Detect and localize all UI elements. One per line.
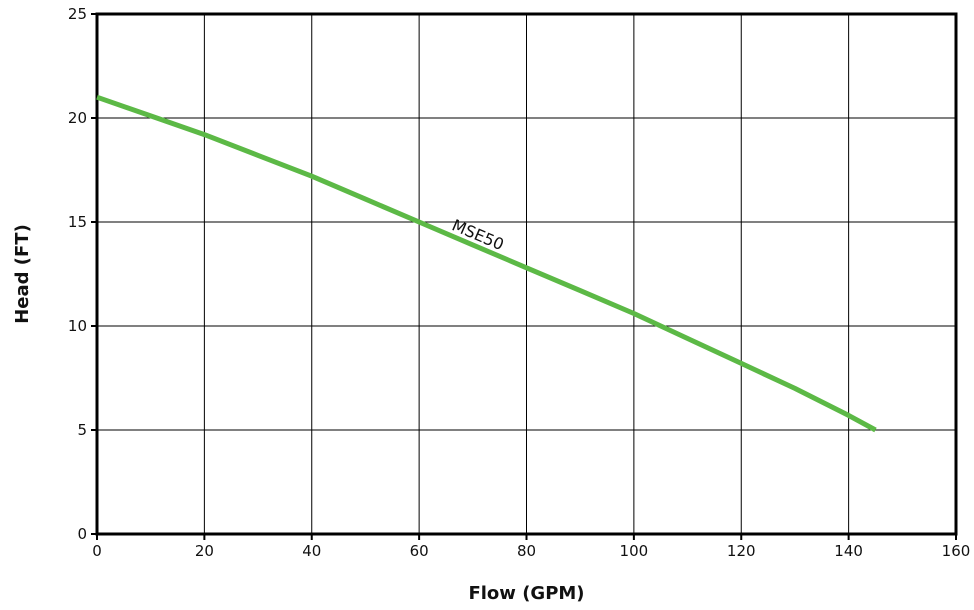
- y-tick-label: 5: [77, 421, 87, 439]
- x-tick-label: 100: [620, 542, 649, 560]
- x-tick-label: 80: [517, 542, 536, 560]
- x-tick-label: 20: [195, 542, 214, 560]
- grid: [97, 14, 956, 534]
- y-tick-label: 25: [68, 5, 87, 23]
- y-axis-label: Head (FT): [12, 224, 33, 324]
- series-line-mse50: [96, 94, 877, 433]
- x-tick-label: 160: [942, 542, 971, 560]
- series-layer: [96, 94, 877, 433]
- x-tick-label: 140: [834, 542, 863, 560]
- x-tick-label: 120: [727, 542, 756, 560]
- y-tick-label: 15: [68, 213, 87, 231]
- x-tick-label: 0: [92, 542, 102, 560]
- x-axis-label: Flow (GPM): [468, 583, 584, 604]
- plot-frame: [95, 12, 958, 536]
- y-tick-label: 20: [68, 109, 87, 127]
- x-tick-label: 60: [410, 542, 429, 560]
- y-tick-label: 10: [68, 317, 87, 335]
- x-tick-label: 40: [302, 542, 321, 560]
- ticks: 0 20 40 60 80 100 120 140 160 0 5 10 15 20 25: [68, 5, 970, 560]
- y-tick-label: 0: [77, 525, 87, 543]
